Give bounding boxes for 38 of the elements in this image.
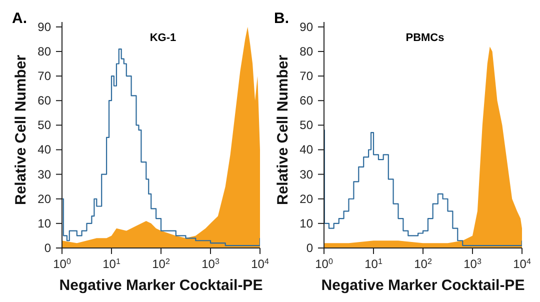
y-axis-title: Relative Cell Number [274, 54, 292, 205]
x-tick-label: 10$^{1}$ [364, 256, 383, 271]
y-tick-label: 90 [300, 20, 314, 34]
x-tick-label: 10$^{2}$ [152, 256, 170, 271]
y-tick-label: 40 [38, 142, 52, 157]
y-tick-label: 70 [300, 69, 314, 84]
y-tick-label: 60 [38, 94, 52, 108]
y-tick-label: 60 [300, 94, 314, 108]
y-tick-label: 0 [44, 241, 52, 255]
x-axis-title: Negative Marker Cocktail-PE [321, 277, 525, 294]
y-tick-label: 10 [300, 216, 314, 230]
chart-title: B. [274, 10, 289, 27]
y-tick-label: 90 [38, 20, 52, 34]
annotation: KG-1 [148, 32, 178, 44]
x-tick-label: 10$^{0}$ [315, 256, 334, 271]
chart-title: A. [12, 10, 27, 27]
y-tick-label: 20 [38, 192, 52, 206]
y-tick-label: 40 [300, 142, 314, 157]
x-tick-label: 10$^{0}$ [53, 256, 72, 271]
y-tick-label: 70 [38, 69, 52, 84]
y-tick-label: 80 [38, 44, 52, 58]
y-tick-label: 20 [300, 192, 314, 206]
y-tick-label: 50 [38, 118, 52, 132]
y-axis-title: Relative Cell Number [12, 54, 30, 205]
x-tick-label: 10$^{4}$ [251, 256, 270, 271]
x-tick-label: 10$^{4}$ [513, 256, 532, 271]
x-tick-label: 10$^{2}$ [414, 256, 432, 271]
y-tick-label: 10 [38, 216, 52, 230]
x-tick-label: 10$^{1}$ [102, 256, 121, 271]
y-tick-label: 30 [300, 167, 314, 182]
y-tick-label: 50 [300, 118, 314, 132]
x-tick-label: 10$^{3}$ [202, 256, 220, 271]
y-tick-label: 0 [306, 241, 314, 255]
x-axis-title: Negative Marker Cocktail-PE [59, 277, 263, 294]
x-tick-label: 10$^{3}$ [464, 256, 482, 271]
annotation: PBMCs [404, 32, 446, 44]
y-tick-label: 80 [300, 44, 314, 58]
y-tick-label: 30 [38, 167, 52, 182]
